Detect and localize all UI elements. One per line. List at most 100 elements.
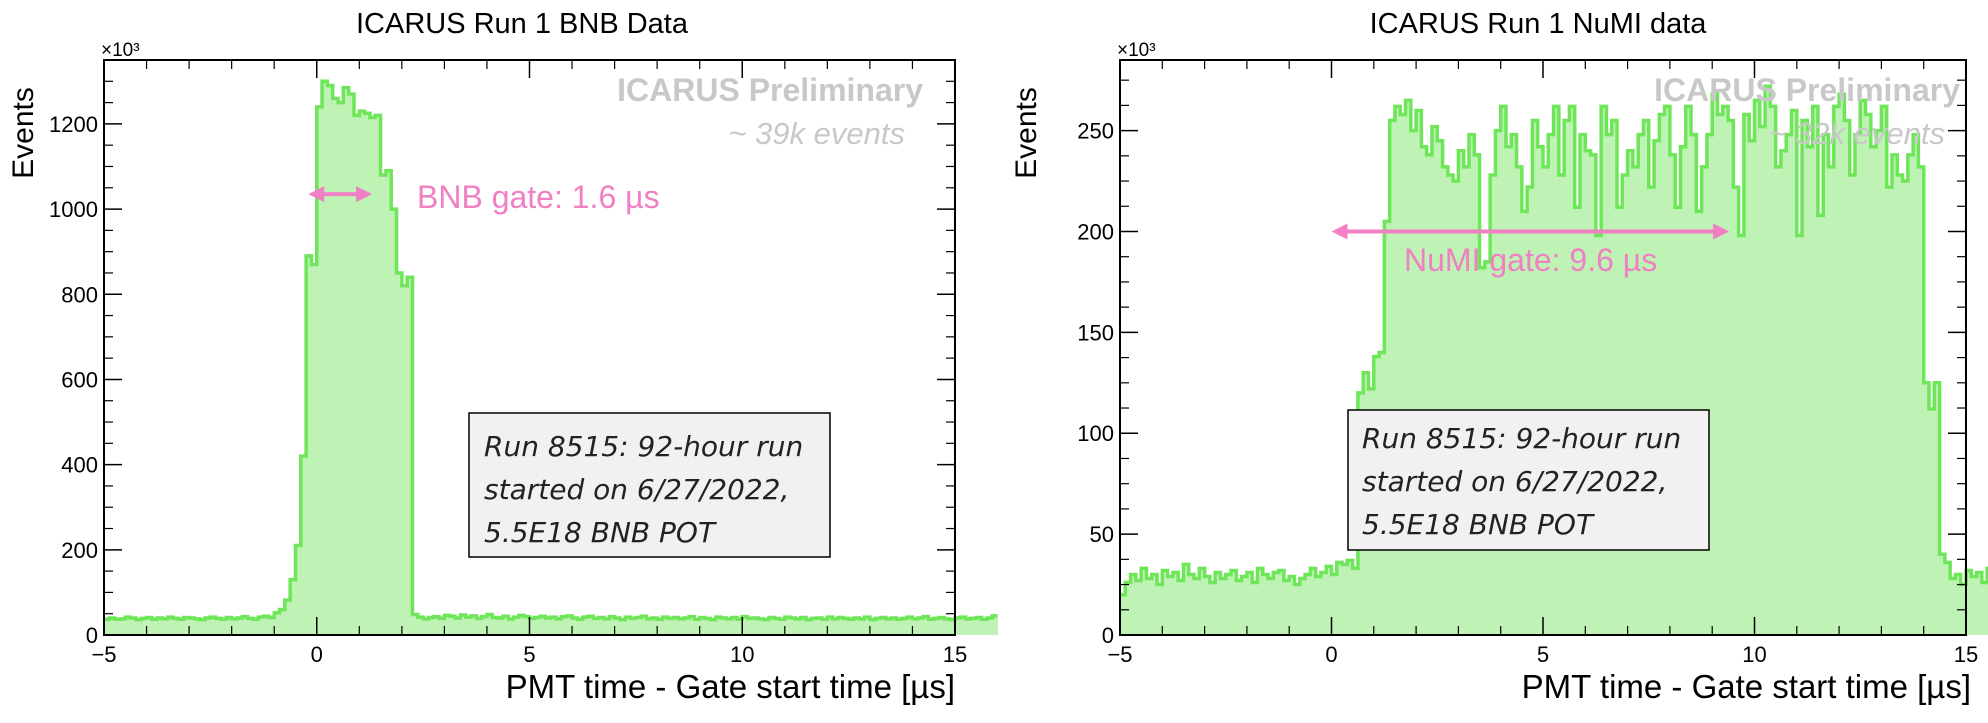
histogram-bin: [1897, 175, 1903, 635]
y-tick-label: 400: [61, 453, 98, 478]
histogram-bin: [1907, 154, 1914, 635]
histogram-bin: [853, 617, 860, 635]
histogram-bin: [391, 209, 397, 635]
x-tick-label: 0: [1325, 642, 1337, 667]
histogram-bin: [593, 618, 600, 635]
histogram-bin: [545, 617, 552, 635]
histogram-bin: [1410, 130, 1417, 636]
histogram-bin: [1765, 86, 1771, 635]
histogram-bin: [1537, 146, 1544, 635]
histogram-bin: [1664, 106, 1671, 636]
y-tick-label: 600: [61, 367, 98, 392]
histogram-outline: [1120, 84, 1988, 597]
histogram-bin: [1183, 564, 1190, 635]
histogram-bin: [1754, 100, 1761, 635]
histogram-bin: [848, 619, 855, 635]
histogram-bin: [1749, 140, 1755, 635]
histogram-bin: [1632, 166, 1639, 636]
histogram-bin: [167, 617, 174, 635]
histogram-bin: [1215, 572, 1221, 635]
histogram-bin: [550, 617, 557, 635]
chart-numi: ICARUS Run 1 NuMI data ×10³ Events PMT t…: [1010, 8, 1988, 705]
histogram-bin: [492, 617, 498, 635]
histogram-bin: [524, 616, 530, 635]
note-line: Run 8515: 92-hour run: [1362, 422, 1681, 455]
histogram-bin: [965, 618, 972, 635]
histogram-bin: [1849, 175, 1856, 635]
histogram-bin: [1209, 582, 1216, 635]
histogram-bin: [529, 618, 536, 635]
histogram-bin: [1474, 154, 1480, 635]
histogram-bin: [1981, 582, 1988, 635]
gate-label: NuMI gate: 9.6 µs: [1404, 242, 1657, 278]
histogram-bin: [1902, 181, 1909, 636]
histogram-bin: [582, 617, 589, 635]
histogram-bin: [221, 619, 227, 635]
histogram-bin: [327, 85, 334, 636]
plot-area: [1120, 84, 1988, 636]
y-tick-label: 1200: [49, 112, 98, 137]
histogram-bin: [1516, 166, 1523, 636]
histogram-bin: [433, 616, 440, 635]
histogram-bin: [1870, 146, 1877, 635]
histogram-bin: [1416, 110, 1422, 635]
histogram-bin: [1606, 134, 1613, 636]
histogram-bin: [162, 618, 169, 635]
histogram-bin: [1342, 564, 1348, 635]
histogram-bin: [699, 617, 706, 635]
histogram-bin: [795, 618, 802, 635]
histogram-bin: [774, 618, 780, 635]
histogram-bin: [1638, 134, 1644, 636]
histogram-bin: [1246, 572, 1253, 635]
histogram-bin: [338, 102, 344, 635]
histogram-bin: [955, 617, 961, 635]
histogram-bin: [1426, 154, 1433, 635]
histogram-bin: [1659, 114, 1666, 635]
histogram-bin: [806, 619, 812, 635]
histogram-bin: [588, 616, 594, 635]
histogram-bin: [923, 616, 929, 635]
histogram-bin: [130, 617, 137, 635]
histogram-bin: [864, 617, 871, 635]
histogram-bin: [1389, 120, 1396, 636]
histogram-bin: [199, 619, 206, 635]
histogram-bin: [556, 618, 562, 635]
histogram-bin: [726, 618, 733, 635]
histogram-bin: [1458, 150, 1465, 635]
histogram-bin: [1490, 175, 1496, 635]
histogram-bin: [343, 87, 350, 636]
y-axis-label: Events: [7, 87, 40, 179]
histogram-bin: [572, 617, 578, 635]
histogram-bin: [667, 618, 674, 635]
histogram-outline: [104, 79, 998, 622]
histogram-bin: [705, 618, 711, 635]
histogram-bin: [1680, 146, 1687, 635]
histogram-bin: [609, 616, 615, 635]
histogram-bin: [423, 618, 429, 635]
histogram-bin: [673, 617, 679, 635]
histogram-bin: [1966, 570, 1972, 635]
histogram-bin: [694, 619, 701, 635]
histogram-bin: [885, 618, 892, 635]
histogram-bin: [1442, 166, 1449, 636]
histogram-bin: [1944, 562, 1951, 635]
histogram-bin: [960, 617, 967, 635]
histogram-bin: [534, 617, 541, 635]
histogram-bin: [1268, 578, 1274, 635]
histogram-bin: [135, 619, 142, 635]
histogram-bin: [832, 618, 839, 635]
histogram-bin: [439, 618, 445, 635]
histogram-bin: [869, 619, 876, 635]
x-tick-label: 10: [1742, 642, 1766, 667]
histogram-bin: [1839, 94, 1845, 636]
histogram-bin: [1876, 130, 1882, 636]
histogram-bin: [790, 617, 796, 635]
histogram-bin: [981, 619, 988, 635]
histogram-bin: [800, 617, 807, 635]
histogram-bin: [1971, 576, 1977, 635]
histogram-bin: [1283, 580, 1290, 635]
histogram-bin: [752, 617, 759, 635]
